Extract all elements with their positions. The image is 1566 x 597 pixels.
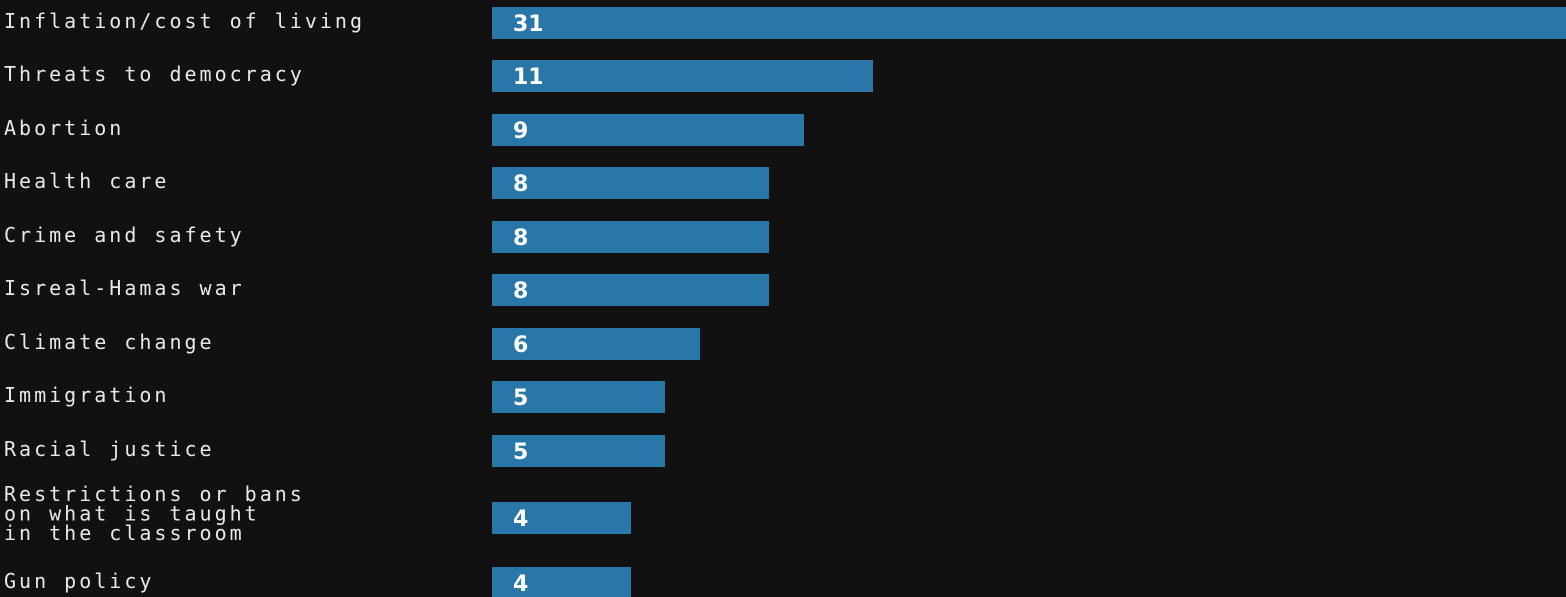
bar-row: 5 Immigration	[4, 381, 665, 413]
category-label: Isreal-Hamas war	[4, 276, 245, 300]
bar	[492, 7, 1566, 39]
category-label: Crime and safety	[4, 223, 245, 247]
category-label-line: in the classroom	[4, 521, 245, 545]
category-label-line: Restrictions or bans	[4, 482, 305, 506]
bar-value-label: 6	[513, 333, 528, 358]
bar-row: 31 Inflation/cost of living	[4, 7, 1566, 39]
bar-value-label: 4	[513, 507, 528, 532]
category-label: Health care	[4, 169, 169, 193]
category-label: Inflation/cost of living	[4, 9, 365, 33]
bar-value-label: 5	[513, 440, 528, 465]
category-label: Immigration	[4, 383, 169, 407]
bar	[492, 328, 700, 360]
bar-row: 8 Crime and safety	[4, 221, 769, 253]
category-label: Restrictions or bans on what is taught in …	[4, 482, 305, 545]
category-label: Threats to democracy	[4, 62, 305, 86]
bar	[492, 60, 873, 92]
bar-row: 8 Isreal-Hamas war	[4, 274, 769, 306]
category-label-line: Inflation/cost of living	[4, 9, 365, 33]
bar	[492, 435, 665, 467]
category-label-line: Isreal-Hamas war	[4, 276, 245, 300]
bar-row: 4 Restrictions or bans on what is taught in…	[4, 482, 631, 545]
bar-row: 11 Threats to democracy	[4, 60, 873, 92]
bar	[492, 502, 631, 534]
bar-value-label: 9	[513, 119, 528, 144]
bar	[492, 221, 769, 253]
bar	[492, 567, 631, 597]
category-label: Climate change	[4, 330, 215, 354]
bar-value-label: 31	[513, 12, 544, 37]
category-label-line: Health care	[4, 169, 169, 193]
bar-row: 4 Gun policy	[4, 567, 631, 597]
bar	[492, 381, 665, 413]
category-label-line: on what is taught	[4, 502, 260, 526]
category-label: Gun policy	[4, 569, 154, 593]
category-label-line: Crime and safety	[4, 223, 245, 247]
category-label-line: Climate change	[4, 330, 215, 354]
category-label-line: Immigration	[4, 383, 169, 407]
category-label-line: Gun policy	[4, 569, 154, 593]
category-label-line: Abortion	[4, 116, 124, 140]
bar-value-label: 5	[513, 386, 528, 411]
category-label: Abortion	[4, 116, 124, 140]
bar-row: 6 Climate change	[4, 328, 700, 360]
bar	[492, 274, 769, 306]
bar-row: 9 Abortion	[4, 114, 804, 146]
bar-row: 8 Health care	[4, 167, 769, 199]
bars-layer: 31 Inflation/cost of living 11 Threats to d…	[4, 7, 1566, 597]
bar-value-label: 11	[513, 65, 544, 90]
bar-value-label: 8	[513, 172, 528, 197]
bar	[492, 167, 769, 199]
bar-value-label: 4	[513, 572, 528, 597]
category-label-line: Racial justice	[4, 437, 215, 461]
bar-value-label: 8	[513, 279, 528, 304]
bar	[492, 114, 804, 146]
category-label-line: Threats to democracy	[4, 62, 305, 86]
bar-row: 5 Racial justice	[4, 435, 665, 467]
category-label: Racial justice	[4, 437, 215, 461]
bar-value-label: 8	[513, 226, 528, 251]
